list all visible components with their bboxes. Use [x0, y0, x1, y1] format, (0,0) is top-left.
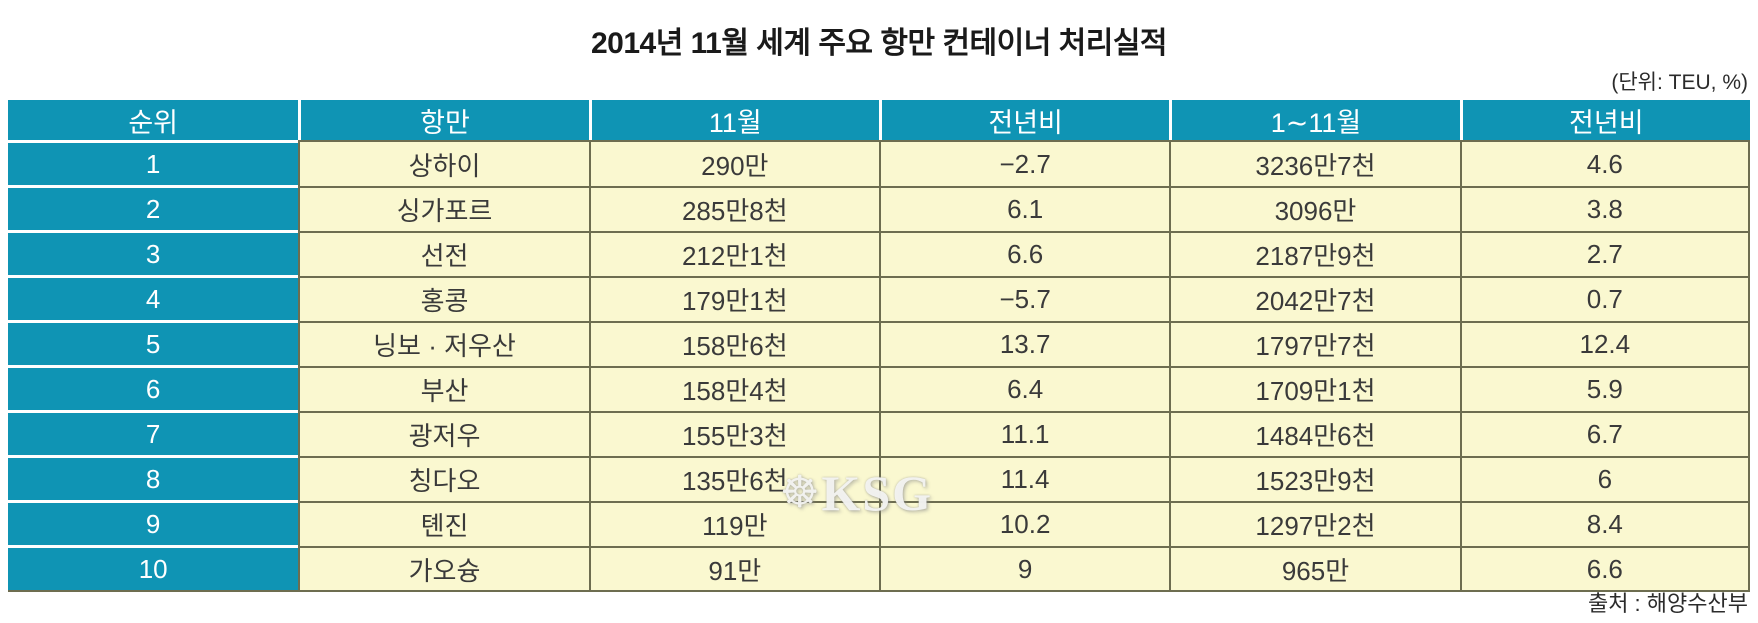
- yoy-cum-cell: 6.7: [1459, 413, 1750, 458]
- yoy-month-cell: −5.7: [878, 278, 1170, 323]
- nov-volume-cell: 158만4천: [588, 368, 879, 413]
- rank-cell: 7: [8, 413, 299, 458]
- yoy-cum-cell: 6: [1459, 458, 1750, 503]
- yoy-month-cell: 6.6: [878, 233, 1170, 278]
- jan-nov-volume-cell: 1523만9천: [1169, 458, 1460, 503]
- table-row: 7 광저우 155만3천 11.1 1484만6천 6.7: [8, 413, 1750, 458]
- rank-cell: 10: [8, 548, 299, 592]
- nov-volume-cell: 158만6천: [588, 323, 879, 368]
- rank-cell: 5: [8, 323, 299, 368]
- source-note: 출처 : 해양수산부: [1587, 591, 1748, 616]
- jan-nov-volume-cell: 2042만7천: [1169, 278, 1460, 323]
- jan-nov-volume-cell: 1709만1천: [1169, 368, 1460, 413]
- yoy-cum-cell: 6.6: [1459, 548, 1750, 592]
- port-cell: 싱가포르: [298, 188, 589, 233]
- jan-nov-volume-cell: 965만: [1169, 548, 1460, 592]
- yoy-month-cell: 6.1: [878, 188, 1170, 233]
- col-header-jan-nov: 1∼11월: [1169, 100, 1460, 140]
- rank-cell: 8: [8, 458, 299, 503]
- port-cell: 톈진: [298, 503, 589, 548]
- page-title: 2014년 11월 세계 주요 항만 컨테이너 처리실적: [590, 27, 1168, 60]
- nov-volume-cell: 290만: [588, 140, 879, 188]
- col-header-port: 항만: [298, 100, 589, 140]
- col-header-yoy-cum: 전년비: [1459, 100, 1750, 140]
- yoy-cum-cell: 2.7: [1459, 233, 1750, 278]
- table-row: 2 싱가포르 285만8천 6.1 3096만 3.8: [8, 188, 1750, 233]
- rank-cell: 9: [8, 503, 299, 548]
- yoy-month-cell: 11.1: [878, 413, 1170, 458]
- yoy-cum-cell: 5.9: [1459, 368, 1750, 413]
- rank-cell: 6: [8, 368, 299, 413]
- yoy-month-cell: 11.4: [878, 458, 1170, 503]
- table-body: 1 상하이 290만 −2.7 3236만7천 4.6 2 싱가포르 285만8…: [8, 140, 1750, 592]
- jan-nov-volume-cell: 1797만7천: [1169, 323, 1460, 368]
- col-header-rank: 순위: [8, 100, 299, 140]
- table-row: 9 톈진 119만 10.2 1297만2천 8.4: [8, 503, 1750, 548]
- rank-cell: 3: [8, 233, 299, 278]
- jan-nov-volume-cell: 3236만7천: [1169, 140, 1460, 188]
- port-cell: 홍콩: [298, 278, 589, 323]
- table-row: 4 홍콩 179만1천 −5.7 2042만7천 0.7: [8, 278, 1750, 323]
- nov-volume-cell: 119만: [588, 503, 879, 548]
- col-header-november: 11월: [588, 100, 879, 140]
- yoy-month-cell: 13.7: [878, 323, 1170, 368]
- nov-volume-cell: 179만1천: [588, 278, 879, 323]
- yoy-cum-cell: 4.6: [1459, 140, 1750, 188]
- yoy-cum-cell: 8.4: [1459, 503, 1750, 548]
- table-row: 6 부산 158만4천 6.4 1709만1천 5.9: [8, 368, 1750, 413]
- port-cell: 상하이: [298, 140, 589, 188]
- yoy-month-cell: 10.2: [878, 503, 1170, 548]
- yoy-month-cell: 9: [878, 548, 1170, 592]
- table-row: 3 선전 212만1천 6.6 2187만9천 2.7: [8, 233, 1750, 278]
- nov-volume-cell: 155만3천: [588, 413, 879, 458]
- port-cell: 가오슝: [298, 548, 589, 592]
- table-header-row: 순위 항만 11월 전년비 1∼11월 전년비: [8, 100, 1750, 140]
- nov-volume-cell: 135만6천: [588, 458, 879, 503]
- unit-note: (단위: TEU, %): [1611, 71, 1748, 94]
- rank-cell: 1: [8, 140, 299, 188]
- jan-nov-volume-cell: 1297만2천: [1169, 503, 1460, 548]
- jan-nov-volume-cell: 3096만: [1169, 188, 1460, 233]
- port-throughput-table: 순위 항만 11월 전년비 1∼11월 전년비 1 상하이 290만 −2.7 …: [8, 100, 1750, 592]
- yoy-month-cell: −2.7: [878, 140, 1170, 188]
- port-cell: 칭다오: [298, 458, 589, 503]
- table-row: 8 칭다오 135만6천 11.4 1523만9천 6: [8, 458, 1750, 503]
- table-row: 10 가오슝 91만 9 965만 6.6: [8, 548, 1750, 592]
- port-cell: 부산: [298, 368, 589, 413]
- rank-cell: 2: [8, 188, 299, 233]
- yoy-cum-cell: 12.4: [1459, 323, 1750, 368]
- yoy-cum-cell: 3.8: [1459, 188, 1750, 233]
- port-cell: 광저우: [298, 413, 589, 458]
- table-header: 순위 항만 11월 전년비 1∼11월 전년비: [8, 100, 1750, 140]
- nov-volume-cell: 285만8천: [588, 188, 879, 233]
- table-row: 1 상하이 290만 −2.7 3236만7천 4.6: [8, 140, 1750, 188]
- table-row: 5 닝보 · 저우산 158만6천 13.7 1797만7천 12.4: [8, 323, 1750, 368]
- jan-nov-volume-cell: 2187만9천: [1169, 233, 1460, 278]
- yoy-cum-cell: 0.7: [1459, 278, 1750, 323]
- col-header-yoy-month: 전년비: [878, 100, 1170, 140]
- yoy-month-cell: 6.4: [878, 368, 1170, 413]
- rank-cell: 4: [8, 278, 299, 323]
- nov-volume-cell: 212만1천: [588, 233, 879, 278]
- port-cell: 선전: [298, 233, 589, 278]
- jan-nov-volume-cell: 1484만6천: [1169, 413, 1460, 458]
- port-cell: 닝보 · 저우산: [298, 323, 589, 368]
- nov-volume-cell: 91만: [588, 548, 879, 592]
